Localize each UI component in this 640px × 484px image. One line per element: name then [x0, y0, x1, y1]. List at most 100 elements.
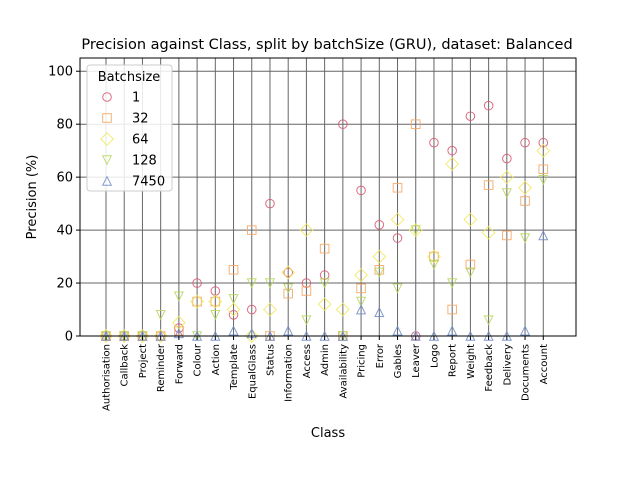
x-tick-label: Logo [429, 344, 440, 368]
x-tick-label: Documents [521, 344, 532, 401]
data-point-square [447, 304, 457, 315]
x-tick-label: EqualGlass [247, 344, 258, 399]
data-point-diamond [226, 302, 241, 317]
data-point-square [374, 265, 385, 275]
data-point-triangle-down [264, 278, 276, 289]
data-point-circle [192, 278, 202, 288]
x-tick-label: Delivery [502, 344, 513, 386]
x-tick-label: Colour [193, 343, 204, 376]
data-point-triangle-down [501, 188, 512, 199]
data-point-diamond [372, 249, 387, 264]
data-point-diamond [208, 294, 223, 309]
data-point-diamond [390, 212, 405, 227]
data-point-diamond [536, 143, 551, 158]
data-point-diamond [153, 329, 168, 343]
data-point-square [210, 296, 221, 307]
data-point-diamond [518, 180, 533, 195]
data-point-triangle-up [228, 325, 239, 336]
legend-label: 7450 [132, 175, 165, 190]
y-tick-label: 60 [56, 171, 73, 186]
data-point-square [228, 265, 239, 275]
data-point-square [465, 259, 476, 270]
data-point-circle [356, 185, 366, 196]
data-point-diamond [499, 170, 514, 185]
x-tick-label: Template [229, 344, 240, 391]
data-point-circle [374, 220, 385, 230]
data-point-square [174, 325, 184, 336]
data-point-circle [520, 137, 530, 148]
data-point-square [319, 243, 330, 254]
data-point-triangle-down [374, 267, 385, 278]
data-point-triangle-down [246, 278, 257, 289]
data-point-square [356, 283, 366, 294]
y-axis-label: Precision (%) [25, 155, 40, 240]
legend-marker-circle [102, 92, 112, 102]
data-point-diamond [317, 297, 332, 312]
data-point-circle [246, 304, 257, 315]
data-point-diamond [135, 329, 150, 343]
data-point-circle [319, 270, 330, 280]
data-point-triangle-up [538, 229, 549, 241]
data-point-triangle-up [283, 325, 294, 336]
data-point-circle [465, 111, 476, 122]
data-point-square [283, 288, 293, 299]
x-tick-label: Authorisation [102, 344, 113, 411]
x-tick-label: Availability [338, 344, 349, 399]
data-point-diamond [481, 225, 496, 240]
data-point-triangle-down [519, 233, 531, 244]
data-point-triangle-down [465, 267, 476, 278]
data-point-diamond [354, 268, 369, 283]
data-point-diamond [463, 212, 478, 227]
data-point-triangle-down [392, 283, 403, 294]
data-point-circle [447, 145, 457, 156]
x-axis: Authorisation Callback Project Reminder Forw… [102, 336, 550, 411]
x-tick-label: Reminder [156, 343, 167, 392]
y-tick-label: 0 [65, 330, 73, 345]
legend-label: 32 [132, 112, 149, 127]
data-point-square [502, 230, 512, 241]
data-point-diamond [117, 329, 132, 343]
data-point-triangle-down [173, 291, 184, 302]
x-tick-label: Access [302, 344, 313, 378]
data-point-triangle-down [428, 259, 440, 270]
y-tick-label: 40 [56, 224, 73, 239]
data-point-triangle-up [447, 325, 458, 336]
legend-label: 128 [132, 154, 157, 169]
data-point-square [192, 296, 202, 307]
x-tick-label: Gables [393, 344, 404, 378]
data-point-circle [228, 310, 239, 320]
legend-marker-square [102, 113, 112, 123]
data-point-square [392, 182, 403, 193]
data-point-square [246, 225, 257, 235]
data-point-triangle-down [355, 296, 367, 307]
data-point-diamond [190, 294, 205, 309]
legend-label: 1 [132, 91, 140, 106]
data-point-square [429, 251, 439, 262]
data-point-triangle-down [319, 278, 330, 289]
x-tick-label: Project [138, 344, 149, 378]
x-tick-label: Leaver [411, 343, 422, 378]
data-point-diamond [299, 223, 314, 238]
x-tick-label: Admin [320, 344, 331, 376]
data-point-triangle-down [210, 310, 221, 321]
data-point-triangle-down [155, 310, 166, 321]
data-point-diamond [263, 302, 277, 317]
data-point-circle [283, 267, 294, 278]
legend-marker-triangle-up [101, 175, 113, 186]
data-point-diamond [99, 329, 113, 343]
data-point-diamond [335, 302, 350, 317]
legend: Batchsize 1 32 64 128 7450 [86, 64, 173, 192]
data-point-triangle-down [301, 315, 312, 326]
data-point-diamond [244, 329, 259, 343]
data-point-triangle-up [374, 306, 385, 317]
data-point-triangle-down [228, 294, 239, 305]
data-point-circle [483, 100, 494, 111]
x-tick-label: Weight [466, 344, 477, 379]
data-point-circle [265, 198, 275, 209]
data-point-triangle-down [283, 283, 294, 294]
data-point-diamond [408, 223, 423, 238]
x-tick-label: Status [265, 344, 276, 376]
legend-marker-diamond [100, 132, 114, 146]
